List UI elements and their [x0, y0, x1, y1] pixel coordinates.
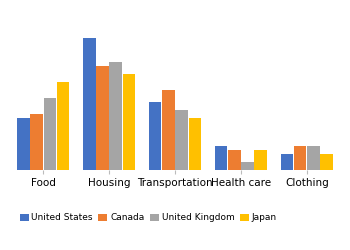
Bar [43, 98, 56, 170]
Bar [57, 82, 69, 170]
Bar [254, 150, 267, 170]
Bar [320, 154, 333, 170]
Bar [281, 154, 293, 170]
Bar [30, 114, 43, 170]
Bar [241, 162, 254, 170]
Bar [17, 118, 30, 170]
Bar [228, 150, 240, 170]
Bar [189, 118, 201, 170]
Bar [294, 146, 307, 170]
Bar [215, 146, 228, 170]
Bar [162, 90, 175, 170]
Bar [307, 146, 320, 170]
Bar [96, 66, 109, 170]
Bar [83, 38, 96, 170]
Bar [175, 110, 188, 170]
Bar [110, 62, 122, 170]
Bar [122, 74, 135, 170]
Legend: United States, Canada, United Kingdom, Japan: United States, Canada, United Kingdom, J… [16, 210, 280, 226]
Bar [149, 102, 161, 170]
